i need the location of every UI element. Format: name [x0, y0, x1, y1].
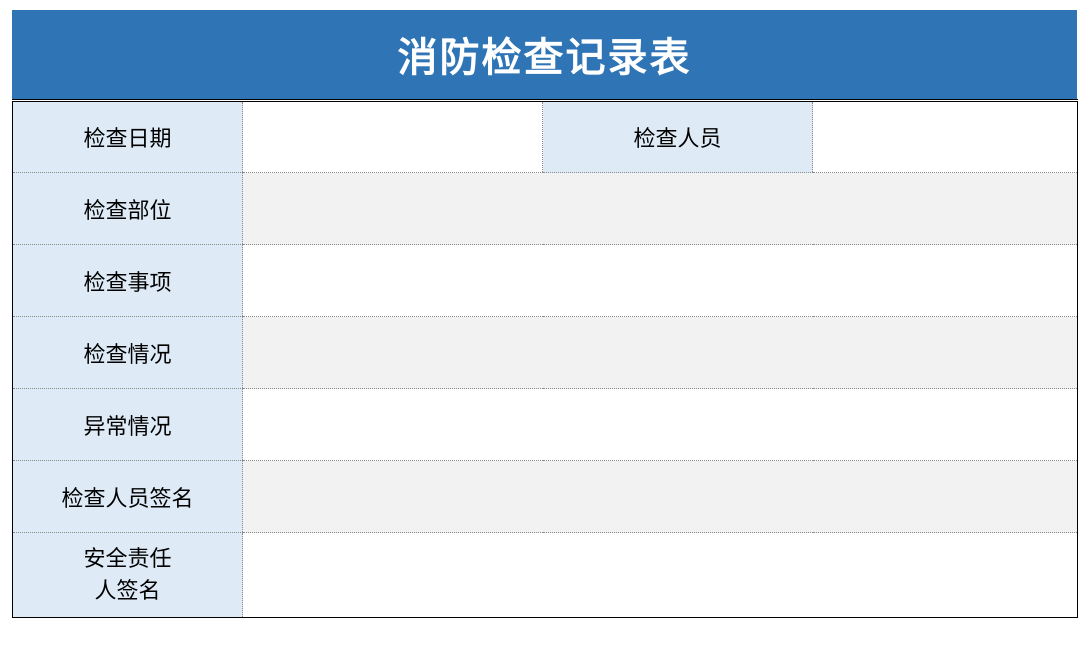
label-responsible-sign-line1: 安全责任: [13, 543, 242, 575]
label-responsible-sign-line2: 人签名: [13, 575, 242, 607]
table-row: 检查事项: [13, 245, 1078, 317]
label-inspection-items: 检查事项: [13, 245, 243, 317]
value-inspection-items[interactable]: [243, 245, 1078, 317]
value-inspector-sign[interactable]: [243, 461, 1078, 533]
table-row: 异常情况: [13, 389, 1078, 461]
table-row: 检查情况: [13, 317, 1078, 389]
value-inspection-area[interactable]: [243, 173, 1078, 245]
value-inspector[interactable]: [813, 101, 1078, 173]
label-responsible-sign: 安全责任 人签名: [13, 533, 243, 618]
label-inspector-sign: 检查人员签名: [13, 461, 243, 533]
table-row: 检查人员签名: [13, 461, 1078, 533]
label-inspection-date: 检查日期: [13, 101, 243, 173]
table-title: 消防检查记录表: [12, 10, 1077, 99]
label-inspector: 检查人员: [543, 101, 813, 173]
table-row: 安全责任 人签名: [13, 533, 1078, 618]
table-row: 检查部位: [13, 173, 1078, 245]
inspection-table: 消防检查记录表 检查日期 检查人员 检查部位 检查事项 检查情况: [12, 10, 1077, 618]
value-responsible-sign[interactable]: [243, 533, 1078, 618]
form-table: 检查日期 检查人员 检查部位 检查事项 检查情况 异常情况 检查人员签名: [12, 99, 1078, 618]
value-inspection-date[interactable]: [243, 101, 543, 173]
table-row: 检查日期 检查人员: [13, 101, 1078, 173]
value-inspection-status[interactable]: [243, 317, 1078, 389]
label-inspection-status: 检查情况: [13, 317, 243, 389]
label-inspection-area: 检查部位: [13, 173, 243, 245]
label-abnormal: 异常情况: [13, 389, 243, 461]
value-abnormal[interactable]: [243, 389, 1078, 461]
